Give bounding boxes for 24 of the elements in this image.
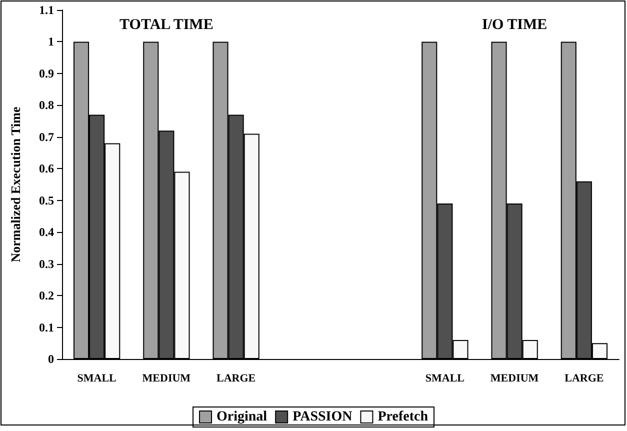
y-tick-label: 1: [48, 34, 54, 49]
legend-label: Original: [216, 410, 268, 424]
y-tick-label: 0.4: [39, 225, 54, 240]
annotation: TOTAL TIME: [120, 17, 214, 33]
y-tick-label: 0.7: [39, 130, 54, 144]
y-tick-label: 0.3: [39, 256, 54, 271]
y-axis-title: Normalized Execution Time: [8, 106, 23, 262]
y-tick-label: 0.5: [39, 193, 54, 208]
y-tick-label: 0.1: [39, 320, 54, 334]
y-tick-label: 0.6: [39, 162, 54, 176]
annotation: I/O TIME: [482, 17, 548, 33]
x-tick-label: LARGE: [564, 372, 604, 384]
y-tick-label: 0.8: [39, 98, 54, 112]
x-tick-label: LARGE: [216, 372, 256, 384]
x-tick-label: SMALL: [77, 372, 116, 384]
y-tick-label: 0: [48, 352, 54, 366]
y-tick-label: 0.9: [39, 66, 54, 80]
y-tick-label: 0.2: [39, 288, 54, 303]
legend-label: PASSION: [292, 410, 352, 424]
y-tick-label: 1.1: [39, 3, 54, 17]
x-tick-label: SMALL: [425, 372, 464, 384]
legend-label: Prefetch: [378, 410, 428, 424]
x-tick-label: MEDIUM: [142, 372, 192, 384]
x-tick-label: MEDIUM: [490, 372, 540, 384]
